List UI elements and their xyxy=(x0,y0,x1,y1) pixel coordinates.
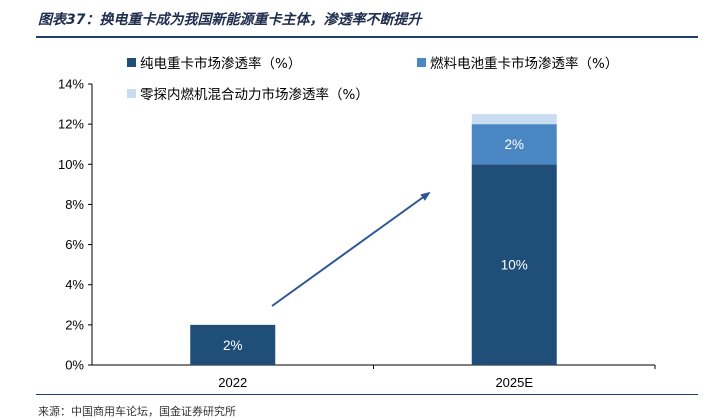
title-rule xyxy=(36,36,698,38)
chart-title: 图表37：换电重卡成为我国新能源重卡主体，渗透率不断提升 xyxy=(38,12,422,28)
y-tick-label: 2% xyxy=(65,317,84,332)
bar-segment xyxy=(471,114,557,125)
legend-item-fcev: 燃料电池重卡市场渗透率（%） xyxy=(417,52,618,72)
y-tick-label: 14% xyxy=(58,77,84,92)
legend-label-fcev: 燃料电池重卡市场渗透率（%） xyxy=(430,56,619,72)
legend-swatch-hybrid xyxy=(127,88,136,98)
footer-rule xyxy=(36,394,698,395)
y-tick-label: 12% xyxy=(58,117,84,132)
y-tick-label: 8% xyxy=(65,197,84,212)
y-tick-label: 4% xyxy=(65,277,84,292)
legend-swatch-bev xyxy=(127,57,136,67)
bar-data-label: 2% xyxy=(504,137,524,152)
legend-label-hybrid: 零探内燃机混合动力市场渗透率（%） xyxy=(140,87,369,103)
axes: 0% 2% 4% 6% 8% 10% 12% 14% 2022 2025E xyxy=(58,77,656,390)
bar-data-label: 10% xyxy=(501,258,528,273)
legend-item-hybrid: 零探内燃机混合动力市场渗透率（%） xyxy=(127,83,369,103)
bars xyxy=(190,114,557,365)
bar-segment xyxy=(190,324,276,365)
x-tick-label: 2022 xyxy=(218,375,247,390)
x-tick-label: 2025E xyxy=(495,375,533,390)
bar-segment xyxy=(471,124,557,165)
bar-labels: 2% 10% 2% xyxy=(223,137,528,353)
y-tick-label: 0% xyxy=(65,358,84,373)
legend-swatch-fcev xyxy=(417,57,426,67)
y-tick-label: 6% xyxy=(65,237,84,252)
source-note: 来源：中国商用车论坛，国金证券研究所 xyxy=(38,405,236,418)
bar-data-label: 2% xyxy=(223,338,243,353)
y-tick-label: 10% xyxy=(58,157,84,172)
bar-segment xyxy=(471,164,557,365)
legend-label-bev: 纯电重卡市场渗透率（%） xyxy=(140,56,302,72)
trend-arrow xyxy=(271,191,431,307)
legend-item-bev: 纯电重卡市场渗透率（%） xyxy=(127,52,301,72)
